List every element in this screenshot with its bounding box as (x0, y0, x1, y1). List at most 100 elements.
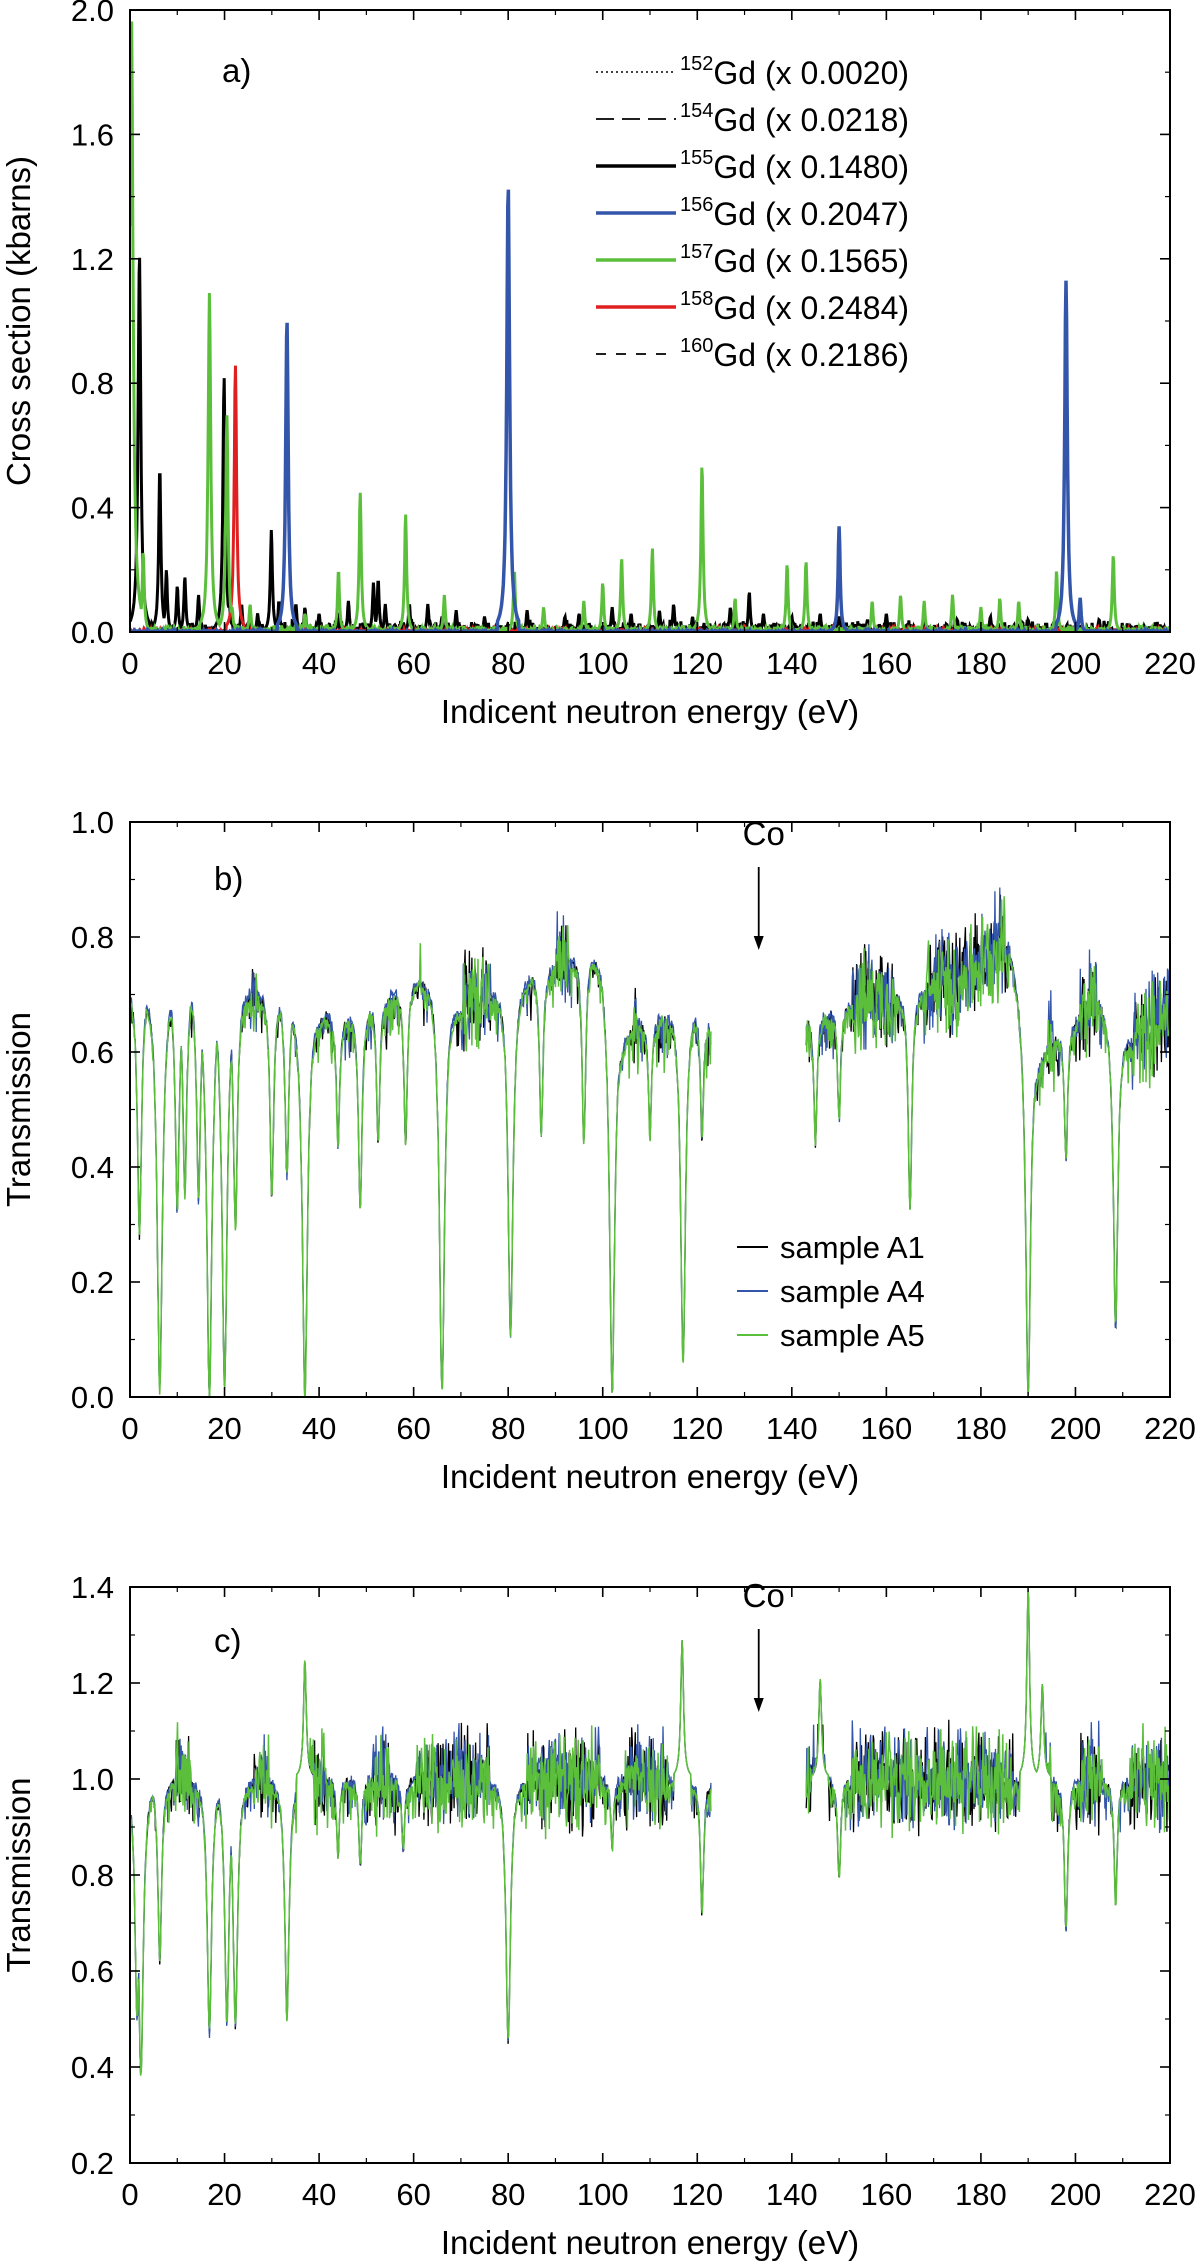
legend-label: 154Gd (x 0.0218) (680, 100, 909, 138)
legend-element: Gd (713, 149, 765, 185)
legend-factor: (x 0.2047) (765, 196, 909, 232)
y-tick-label: 0.6 (71, 1035, 114, 1070)
plot-area-a (130, 21, 1170, 632)
y-axis-label: Transmission (0, 1778, 37, 1973)
x-tick-label: 140 (766, 646, 818, 681)
x-tick-label: 20 (207, 2177, 241, 2212)
co-annotation: Co (743, 815, 785, 852)
x-tick-label: 220 (1144, 646, 1196, 681)
legend-label: 155Gd (x 0.1480) (680, 147, 909, 185)
legend-factor: (x 0.2186) (765, 337, 909, 373)
x-axis-label: Indicent neutron energy (eV) (441, 693, 859, 730)
x-tick-label: 220 (1144, 2177, 1196, 2212)
legend-factor: (x 0.0020) (765, 55, 909, 91)
co-annotation: Co (743, 1577, 785, 1614)
x-tick-label: 160 (860, 1411, 912, 1446)
x-tick-label: 80 (491, 2177, 525, 2212)
legend-a: 152Gd (x 0.0020)154Gd (x 0.0218)155Gd (x… (596, 53, 909, 373)
plot-area-1 (130, 887, 1170, 1397)
y-tick-label: 0.0 (71, 1380, 114, 1415)
legend-factor: (x 0.1565) (765, 243, 909, 279)
x-tick-label: 140 (766, 1411, 818, 1446)
y-tick-label: 0.8 (71, 920, 114, 955)
panel-label: b) (214, 860, 243, 897)
x-tick-label: 160 (860, 2177, 912, 2212)
legend-element: Gd (713, 337, 765, 373)
co-arrow-head (753, 1698, 764, 1712)
y-tick-label: 1.6 (71, 117, 114, 152)
x-tick-label: 0 (121, 2177, 138, 2212)
plot-frame (129, 1586, 1171, 2164)
x-tick-label: 200 (1050, 2177, 1102, 2212)
legend-isotope: 158 (680, 288, 713, 310)
legend-factor: (x 0.0218) (765, 102, 909, 138)
x-tick-label: 80 (491, 646, 525, 681)
legend-isotope: 154 (680, 100, 713, 122)
legend-label: 157Gd (x 0.1565) (680, 241, 909, 279)
legend-label: sample A5 (780, 1318, 925, 1353)
y-tick-label: 1.2 (71, 242, 114, 277)
series-sample-A5-line (130, 896, 1170, 1397)
x-tick-label: 180 (955, 646, 1007, 681)
y-tick-label: 1.2 (71, 1666, 114, 1701)
series-sample-A5-line (130, 1588, 1170, 2076)
panel-label: c) (214, 1622, 242, 1659)
x-tick-label: 100 (577, 646, 629, 681)
x-tick-label: 80 (491, 1411, 525, 1446)
legend-element: Gd (713, 196, 765, 232)
panel-a: 0 20 40 60 80 100 120 140 160 180 200 220 0.0 0.4 0.8 1… (0, 0, 1196, 730)
legend-label: 160Gd (x 0.2186) (680, 335, 909, 373)
y-tick-label: 1.0 (71, 1762, 114, 1797)
legend-label: sample A1 (780, 1230, 925, 1265)
x-tick-label: 60 (396, 1411, 430, 1446)
series-sample-A4-line (130, 887, 1170, 1397)
y-tick-label: 0.6 (71, 1954, 114, 1989)
x-tick-label: 120 (671, 646, 723, 681)
x-tick-label: 140 (766, 2177, 818, 2212)
x-tick-label: 200 (1050, 1411, 1102, 1446)
legend-element: Gd (713, 290, 765, 326)
legend-isotope: 156 (680, 194, 713, 216)
x-tick-label: 180 (955, 1411, 1007, 1446)
panel-label: a) (222, 52, 251, 89)
y-tick-label: 0.0 (71, 615, 114, 650)
x-tick-label: 40 (302, 646, 336, 681)
x-tick-label: 120 (671, 1411, 723, 1446)
legend-1: sample A1 sample A4 sample A5 (737, 1230, 925, 1353)
co-arrow-head (753, 936, 764, 950)
plot-frame (129, 821, 1171, 1398)
legend-element: Gd (713, 243, 765, 279)
y-tick-label: 0.4 (71, 1150, 114, 1185)
panel-c: 0 20 40 60 80 100 120 140 160 180 200 220 0.2 0.4 0.6 0… (0, 1570, 1196, 2261)
x-tick-label: 180 (955, 2177, 1007, 2212)
series-156Gd-line (130, 189, 1170, 632)
x-tick-label: 60 (396, 2177, 430, 2212)
legend-isotope: 160 (680, 335, 713, 357)
y-tick-label: 0.4 (71, 2050, 114, 2085)
legend-isotope: 155 (680, 147, 713, 169)
legend-label: sample A4 (780, 1274, 925, 1309)
y-axis-label: Cross section (kbarns) (0, 156, 37, 486)
x-tick-label: 100 (577, 1411, 629, 1446)
y-tick-label: 0.2 (71, 2146, 114, 2181)
legend-isotope: 157 (680, 241, 713, 263)
x-tick-label: 20 (207, 1411, 241, 1446)
x-tick-label: 220 (1144, 1411, 1196, 1446)
legend-label: 158Gd (x 0.2484) (680, 288, 909, 326)
x-tick-label: 200 (1050, 646, 1102, 681)
y-tick-label: 0.2 (71, 1265, 114, 1300)
x-tick-label: 120 (671, 2177, 723, 2212)
legend-label: 156Gd (x 0.2047) (680, 194, 909, 232)
plot-area-2 (130, 1588, 1170, 2076)
x-tick-label: 40 (302, 1411, 336, 1446)
x-tick-label: 160 (860, 646, 912, 681)
legend-factor: (x 0.2484) (765, 290, 909, 326)
legend-element: Gd (713, 102, 765, 138)
series-sample-A1-line (130, 894, 1170, 1397)
y-tick-label: 0.4 (71, 491, 114, 526)
x-tick-label: 60 (396, 646, 430, 681)
x-tick-label: 100 (577, 2177, 629, 2212)
panel-b: 0 20 40 60 80 100 120 140 160 180 200 220 0.0 0.2 0.4 0… (0, 805, 1196, 1495)
y-tick-label: 1.0 (71, 805, 114, 840)
